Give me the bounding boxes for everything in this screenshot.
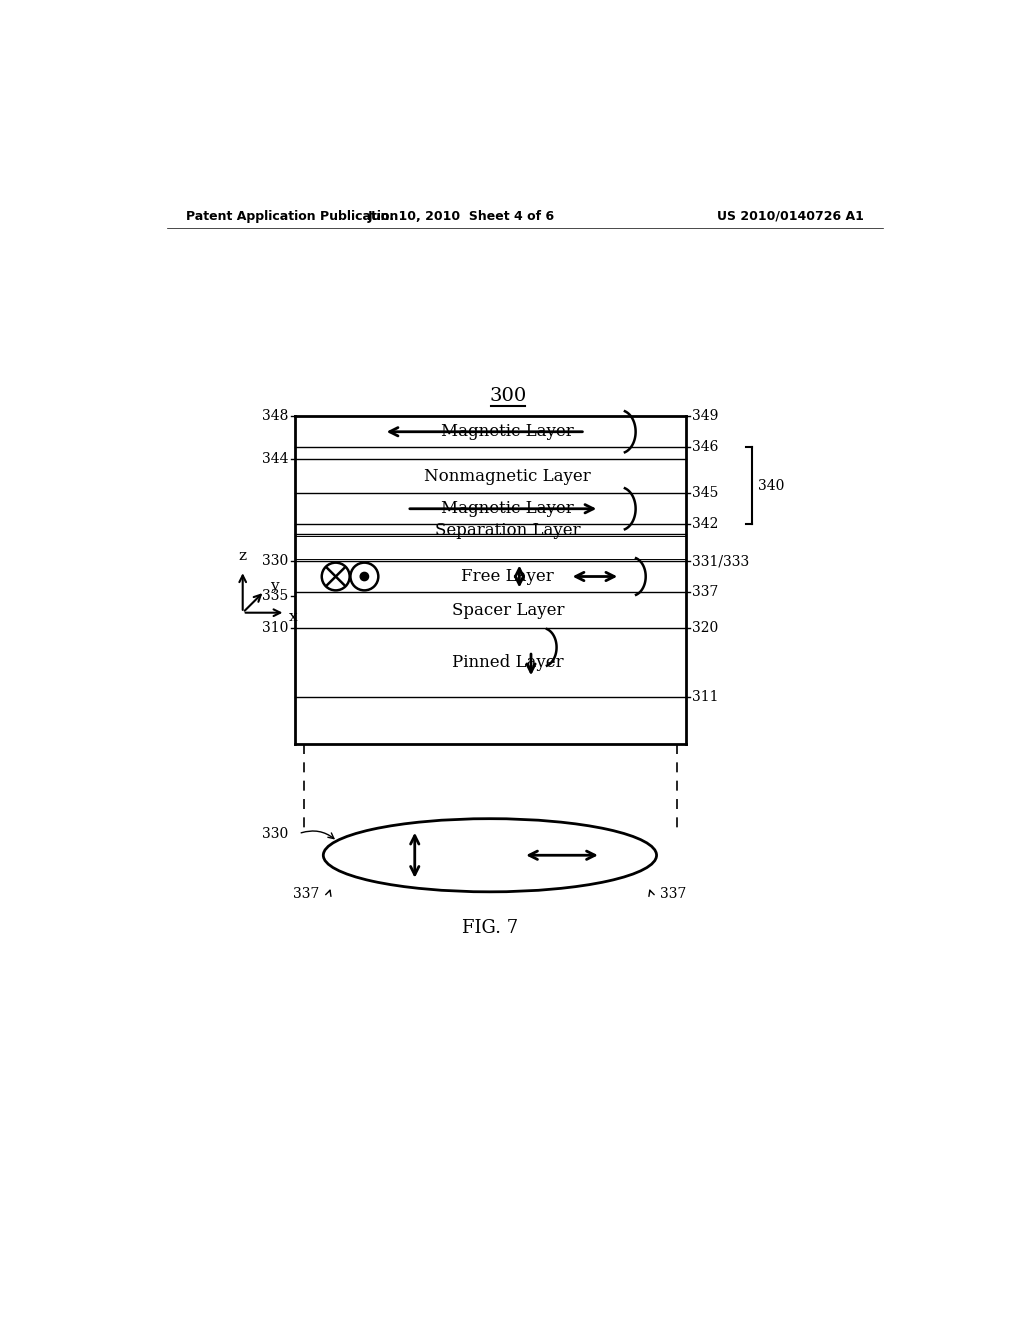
Text: 311: 311 [692, 690, 719, 705]
Text: Spacer Layer: Spacer Layer [452, 602, 564, 619]
Text: Nonmagnetic Layer: Nonmagnetic Layer [424, 467, 591, 484]
Text: 337: 337 [692, 585, 719, 599]
Text: y: y [270, 578, 279, 593]
Text: 330: 330 [262, 554, 289, 568]
Text: 330: 330 [262, 826, 289, 841]
Text: Separation Layer: Separation Layer [435, 523, 581, 539]
Text: 337: 337 [293, 887, 319, 900]
Text: 335: 335 [262, 589, 289, 603]
Text: 300: 300 [489, 387, 526, 405]
Text: Jun. 10, 2010  Sheet 4 of 6: Jun. 10, 2010 Sheet 4 of 6 [368, 210, 555, 223]
Text: 348: 348 [262, 409, 289, 424]
Text: x: x [289, 610, 298, 623]
Text: 337: 337 [660, 887, 687, 900]
Circle shape [360, 573, 369, 581]
Text: 349: 349 [692, 409, 719, 424]
Text: 331/333: 331/333 [692, 554, 750, 568]
Text: 342: 342 [692, 517, 719, 531]
Text: 340: 340 [758, 479, 784, 492]
Text: US 2010/0140726 A1: US 2010/0140726 A1 [718, 210, 864, 223]
Text: Patent Application Publication: Patent Application Publication [186, 210, 398, 223]
Text: Pinned Layer: Pinned Layer [452, 655, 563, 672]
Text: z: z [239, 549, 247, 562]
Text: FIG. 7: FIG. 7 [462, 920, 518, 937]
Text: 345: 345 [692, 486, 719, 500]
Text: Magnetic Layer: Magnetic Layer [441, 424, 574, 441]
Text: 320: 320 [692, 622, 719, 635]
Text: Free Layer: Free Layer [462, 568, 554, 585]
Text: Magnetic Layer: Magnetic Layer [441, 500, 574, 517]
Text: 346: 346 [692, 440, 719, 454]
Text: 310: 310 [262, 622, 289, 635]
Text: 344: 344 [262, 451, 289, 466]
